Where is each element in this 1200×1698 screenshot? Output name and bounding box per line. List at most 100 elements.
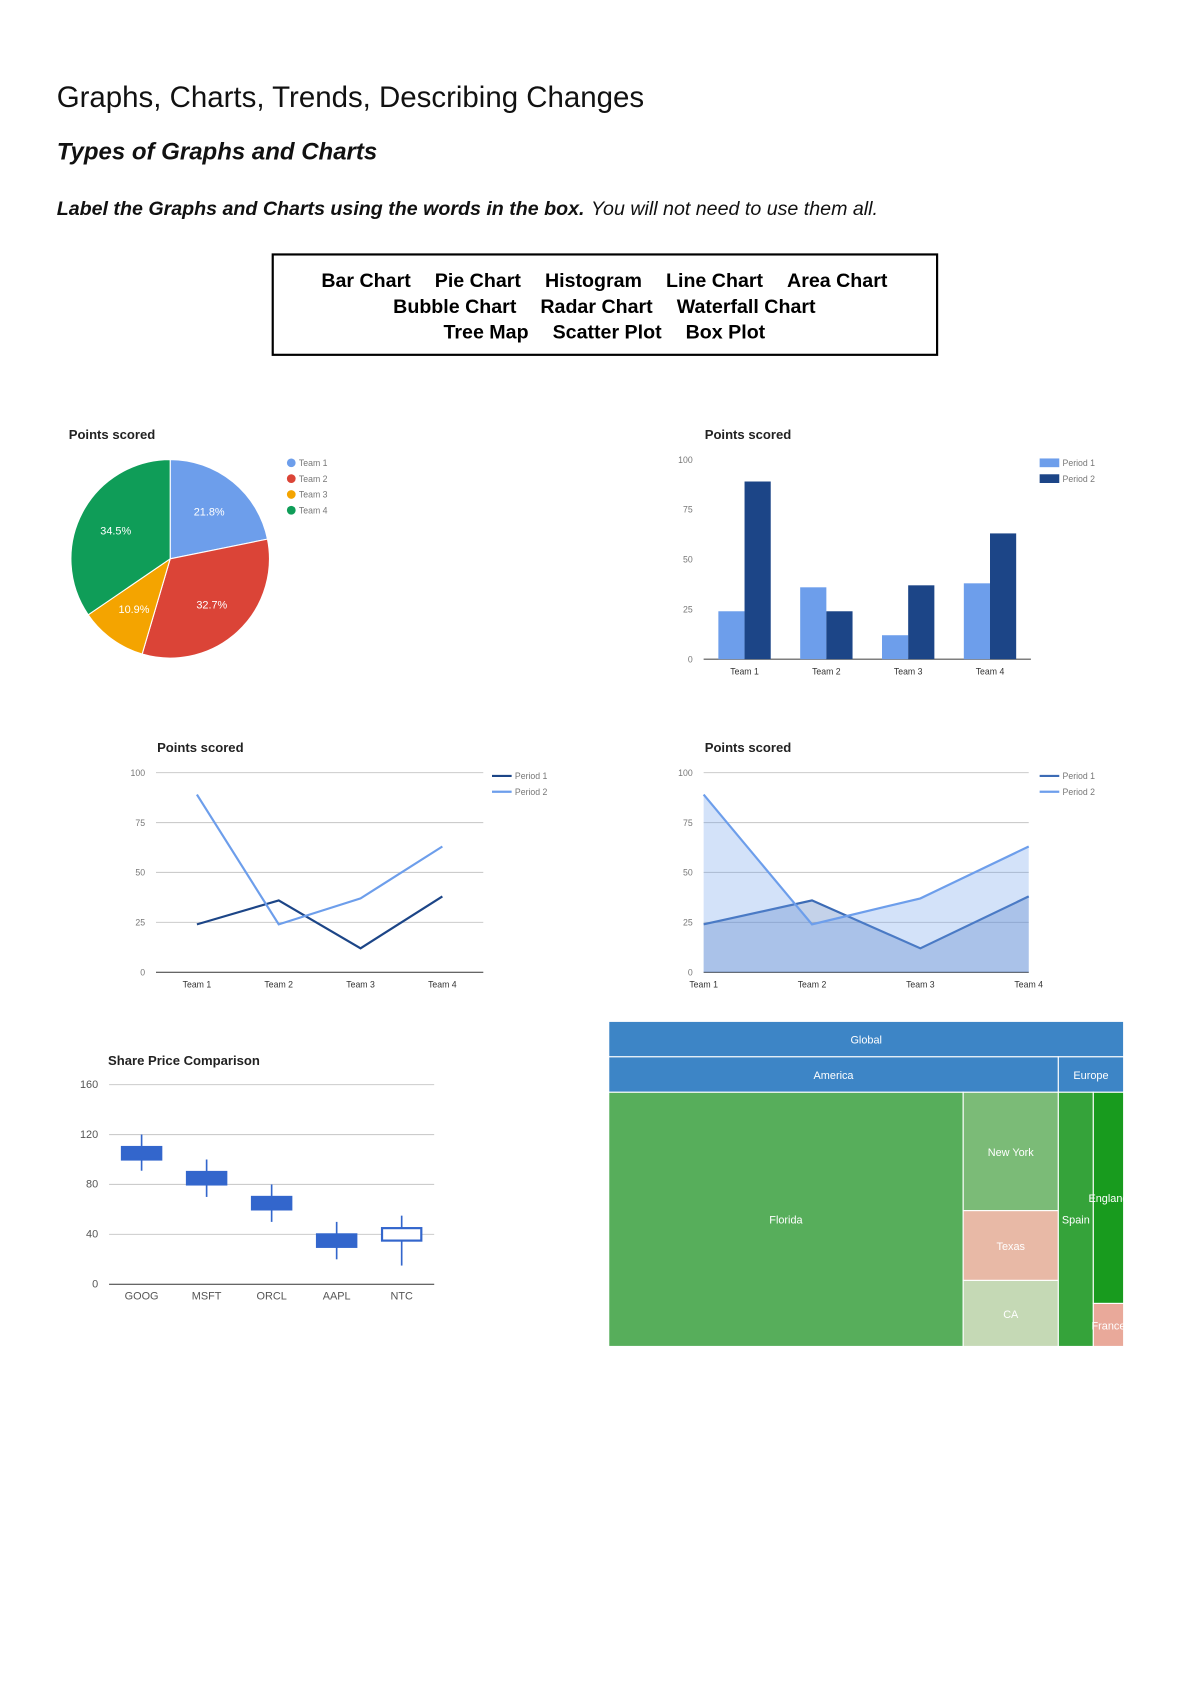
chart-title: Points scored	[705, 427, 791, 442]
legend-swatch	[1039, 458, 1060, 468]
treemap-header-label: America	[814, 1070, 855, 1082]
treemap-header-label: Global	[850, 1034, 881, 1046]
treemap-cell	[962, 1210, 1059, 1281]
word: Bar Chart	[321, 270, 411, 292]
treemap-cell-label: Spain	[1062, 1215, 1090, 1227]
word: Histogram	[545, 270, 642, 292]
y-tick-label: 100	[678, 768, 693, 778]
y-tick-label: 0	[688, 968, 693, 978]
y-tick-label: 75	[683, 505, 693, 515]
candle-body	[185, 1170, 228, 1186]
x-tick-label: Team 1	[183, 980, 212, 990]
line	[196, 895, 443, 950]
instruction: Label the Graphs and Charts using the wo…	[57, 198, 878, 220]
treemap-cell-label: New York	[988, 1147, 1035, 1159]
legend-label: Team 1	[299, 458, 328, 468]
candle-body	[315, 1233, 358, 1248]
y-tick-label: 50	[683, 868, 693, 878]
y-tick-label: 120	[80, 1129, 98, 1141]
line	[195, 794, 443, 926]
slice-label: 10.9%	[119, 604, 150, 616]
legend-label: Period 1	[515, 771, 548, 781]
treemap-header	[1057, 1056, 1125, 1093]
treemap-cell-label: England	[1088, 1193, 1128, 1205]
subtitle: Types of Graphs and Charts	[57, 139, 378, 166]
bar	[908, 585, 935, 660]
slice-label: 21.8%	[194, 507, 225, 519]
treemap-header	[608, 1056, 1059, 1093]
legend-swatch	[286, 458, 296, 468]
treemap-cell-label: Florida	[769, 1215, 803, 1227]
x-tick-label: Team 1	[689, 980, 718, 990]
candle-body	[120, 1145, 163, 1161]
x-tick-label: Team 4	[1014, 980, 1043, 990]
chart-title: Share Price Comparison	[108, 1053, 260, 1068]
x-tick-label: ORCL	[257, 1291, 287, 1303]
pie-slice	[169, 458, 269, 560]
y-tick-label: 50	[135, 868, 145, 878]
bar	[990, 533, 1017, 660]
bar	[718, 611, 745, 660]
word-row: Tree Map Scatter Plot Box Plot	[443, 321, 765, 343]
candle-body	[380, 1227, 423, 1242]
treemap-cell-label: France	[1092, 1320, 1126, 1332]
x-tick-label: Team 2	[264, 980, 293, 990]
legend-swatch	[286, 490, 296, 499]
legend-swatch	[286, 505, 296, 515]
legend-label: Team 4	[299, 506, 328, 516]
treemap-cell-label: Texas	[997, 1241, 1026, 1253]
y-tick-label: 80	[86, 1179, 98, 1191]
chart-title: Points scored	[69, 427, 155, 442]
instruction-bold: Label the Graphs and Charts using the wo…	[57, 198, 585, 220]
legend-label: Period 1	[1063, 458, 1096, 468]
chart-title: Points scored	[705, 740, 791, 755]
y-tick-label: 40	[86, 1229, 98, 1241]
treemap-cell	[1092, 1302, 1125, 1347]
area-fill	[703, 896, 1029, 973]
y-tick-label: 160	[80, 1079, 98, 1091]
candle-body	[250, 1195, 293, 1211]
bar	[744, 481, 771, 660]
pie-slice	[70, 458, 171, 616]
legend-label: Team 2	[299, 474, 328, 484]
word: Scatter Plot	[553, 321, 663, 343]
chart-title: Points scored	[157, 740, 243, 755]
page-title: Graphs, Charts, Trends, Describing Chang…	[57, 81, 644, 114]
x-tick-label: Team 3	[346, 980, 375, 990]
y-tick-label: 0	[140, 968, 145, 978]
pie-slice	[87, 557, 172, 655]
treemap-header	[608, 1020, 1125, 1058]
treemap-header-label: Europe	[1073, 1070, 1108, 1082]
word: Tree Map	[443, 321, 528, 343]
y-tick-label: 0	[688, 654, 693, 664]
y-tick-label: 0	[92, 1279, 98, 1291]
y-tick-label: 25	[135, 918, 145, 928]
bar	[826, 611, 853, 660]
x-tick-label: Team 1	[730, 666, 759, 676]
x-tick-label: GOOG	[125, 1291, 159, 1303]
treemap-cell	[1092, 1091, 1125, 1304]
word: Area Chart	[787, 270, 888, 292]
word: Bubble Chart	[393, 296, 517, 318]
slice-label: 34.5%	[100, 525, 131, 537]
y-tick-label: 75	[683, 818, 693, 828]
bar	[963, 583, 990, 660]
bar	[800, 587, 827, 660]
legend-swatch	[286, 474, 296, 483]
x-tick-label: Team 4	[428, 980, 457, 990]
x-tick-label: Team 3	[906, 980, 935, 990]
area-fill	[703, 794, 1029, 973]
area-line	[702, 793, 1030, 926]
legend-label: Period 2	[515, 787, 548, 797]
word-row: Bubble Chart Radar Chart Waterfall Chart	[393, 296, 816, 318]
treemap-cell	[608, 1091, 964, 1347]
y-tick-label: 75	[135, 818, 145, 828]
x-tick-label: AAPL	[323, 1291, 351, 1303]
x-tick-label: NTC	[390, 1291, 413, 1303]
word: Waterfall Chart	[677, 296, 816, 318]
y-tick-label: 25	[683, 605, 693, 615]
x-tick-label: Team 2	[798, 980, 827, 990]
legend-label: Period 2	[1063, 787, 1096, 797]
